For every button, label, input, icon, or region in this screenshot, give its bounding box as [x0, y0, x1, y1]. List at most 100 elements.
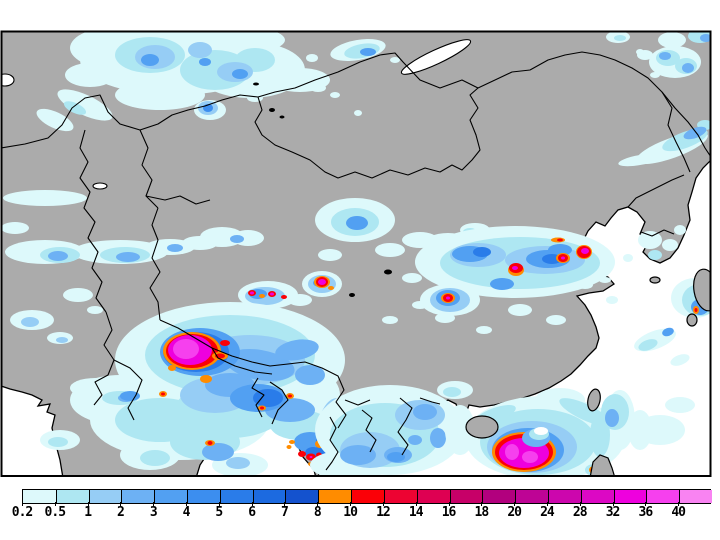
colorbar-tick-label: 24 — [540, 505, 555, 520]
precip-northeast — [606, 32, 710, 167]
colorbar-segment — [252, 490, 286, 503]
colorbar-tick — [481, 502, 483, 506]
colorbar-segment — [318, 490, 352, 503]
colorbar-tick — [448, 502, 450, 506]
border-pak-india — [113, 359, 143, 421]
border-ussuri — [661, 91, 691, 173]
lake-dot — [253, 82, 259, 86]
lake-dot — [349, 293, 355, 297]
map-frame — [0, 30, 712, 477]
precip-northwest-system — [36, 32, 400, 132]
colorbar-tick-label: 0.5 — [44, 505, 66, 520]
colorbar-segment — [187, 490, 220, 503]
colorbar-tick-label: 18 — [474, 505, 490, 520]
colorbar-tick — [186, 502, 188, 506]
border-xinjiang-west — [149, 207, 161, 321]
border-mongolia — [254, 87, 481, 179]
colorbar-tick-label: 20 — [507, 505, 522, 520]
colorbar-tick — [284, 502, 286, 506]
border-russia-south — [2, 51, 710, 157]
colorbar-tick-label: 2 — [117, 505, 125, 520]
colorbar-tick — [546, 502, 548, 506]
lake-dot — [269, 108, 275, 112]
colorbar-tick — [87, 502, 89, 506]
colorbar-tick-label: 0.2 — [11, 505, 33, 520]
colorbar-segment — [121, 490, 155, 503]
colorbar-segment — [547, 490, 581, 503]
lake-issyk-kul — [92, 182, 108, 190]
island-small — [686, 313, 698, 327]
colorbar-tick-label: 36 — [638, 505, 654, 520]
colorbar-segment — [449, 490, 483, 503]
border-korea — [627, 174, 685, 237]
colorbar-tick — [415, 502, 417, 506]
colorbar-tick-label: 12 — [376, 505, 391, 520]
lake-balkhash — [2, 73, 15, 87]
borders — [2, 51, 710, 471]
colorbar-tick — [382, 502, 384, 506]
border-nepal — [211, 347, 273, 375]
colorbar-segment — [482, 490, 516, 503]
border-central-asia — [79, 129, 107, 313]
precip-center — [238, 198, 490, 309]
colorbar-segment — [154, 490, 188, 503]
colorbar-segment — [613, 490, 647, 503]
colorbar-segment — [580, 490, 614, 503]
colorbar-segment — [351, 490, 384, 503]
lake-dot — [279, 115, 285, 119]
colorbar-tick-label: 28 — [572, 505, 588, 520]
precip-tibet-india-system — [40, 302, 353, 476]
colorbar-tick — [645, 502, 647, 506]
island-jeju — [649, 276, 661, 284]
colorbar-tick-label: 14 — [408, 505, 424, 520]
typhoon-south-china-sea — [445, 390, 695, 476]
colorbar-tick-label: 4 — [182, 505, 191, 520]
island-luzon — [589, 454, 616, 476]
precip-west-central — [2, 190, 264, 344]
colorbar-tick-label: 7 — [281, 505, 289, 520]
colorbar-tick — [612, 502, 614, 506]
lake-qinghai — [384, 269, 392, 275]
border-afghan-pak — [93, 311, 115, 406]
border-bangladesh — [251, 377, 289, 425]
colorbar-segment — [88, 490, 122, 503]
colorbar-tick — [678, 502, 680, 506]
colorbar-tick — [153, 502, 155, 506]
island-taiwan — [587, 388, 601, 412]
precip-east-china-band — [382, 226, 615, 334]
border-thai-myanmar — [325, 416, 339, 471]
colorbar-segment — [679, 490, 712, 503]
colorbar-tick — [350, 502, 352, 506]
typhoon-eye — [534, 427, 548, 435]
colorbar-tick — [22, 502, 23, 506]
colorbar-tick-label: 32 — [605, 505, 621, 520]
colorbar-bar — [22, 489, 712, 504]
precipitation-layer — [2, 32, 710, 476]
lakes — [2, 39, 472, 297]
border-tajik — [145, 195, 211, 205]
colorbar-segment — [646, 490, 680, 503]
colorbar-tick-label: 3 — [149, 505, 158, 520]
colorbar-tick-label: 1 — [84, 505, 92, 520]
colorbar-tick-label: 10 — [343, 505, 358, 520]
islands — [465, 268, 710, 476]
border-kyrgyz — [139, 129, 159, 209]
colorbar-tick-label: 40 — [671, 505, 686, 520]
colorbar-tick — [251, 502, 253, 506]
colorbar-tick — [218, 502, 220, 506]
colorbar-segment — [515, 490, 548, 503]
colorbar-tick — [514, 502, 516, 506]
colorbar-segment — [285, 490, 319, 503]
border-laos-vietnam — [344, 397, 441, 456]
colorbar-tick-label: 5 — [215, 505, 223, 520]
colorbar-segment — [219, 490, 253, 503]
colorbar-tick — [120, 502, 122, 506]
precip-indochina — [310, 381, 473, 476]
colorbar-segment — [23, 490, 56, 503]
colorbar-tick — [579, 502, 581, 506]
lake-baikal — [400, 39, 472, 75]
colorbar-tick — [317, 502, 319, 506]
colorbar-segment — [55, 490, 89, 503]
border-himalaya — [159, 319, 347, 429]
